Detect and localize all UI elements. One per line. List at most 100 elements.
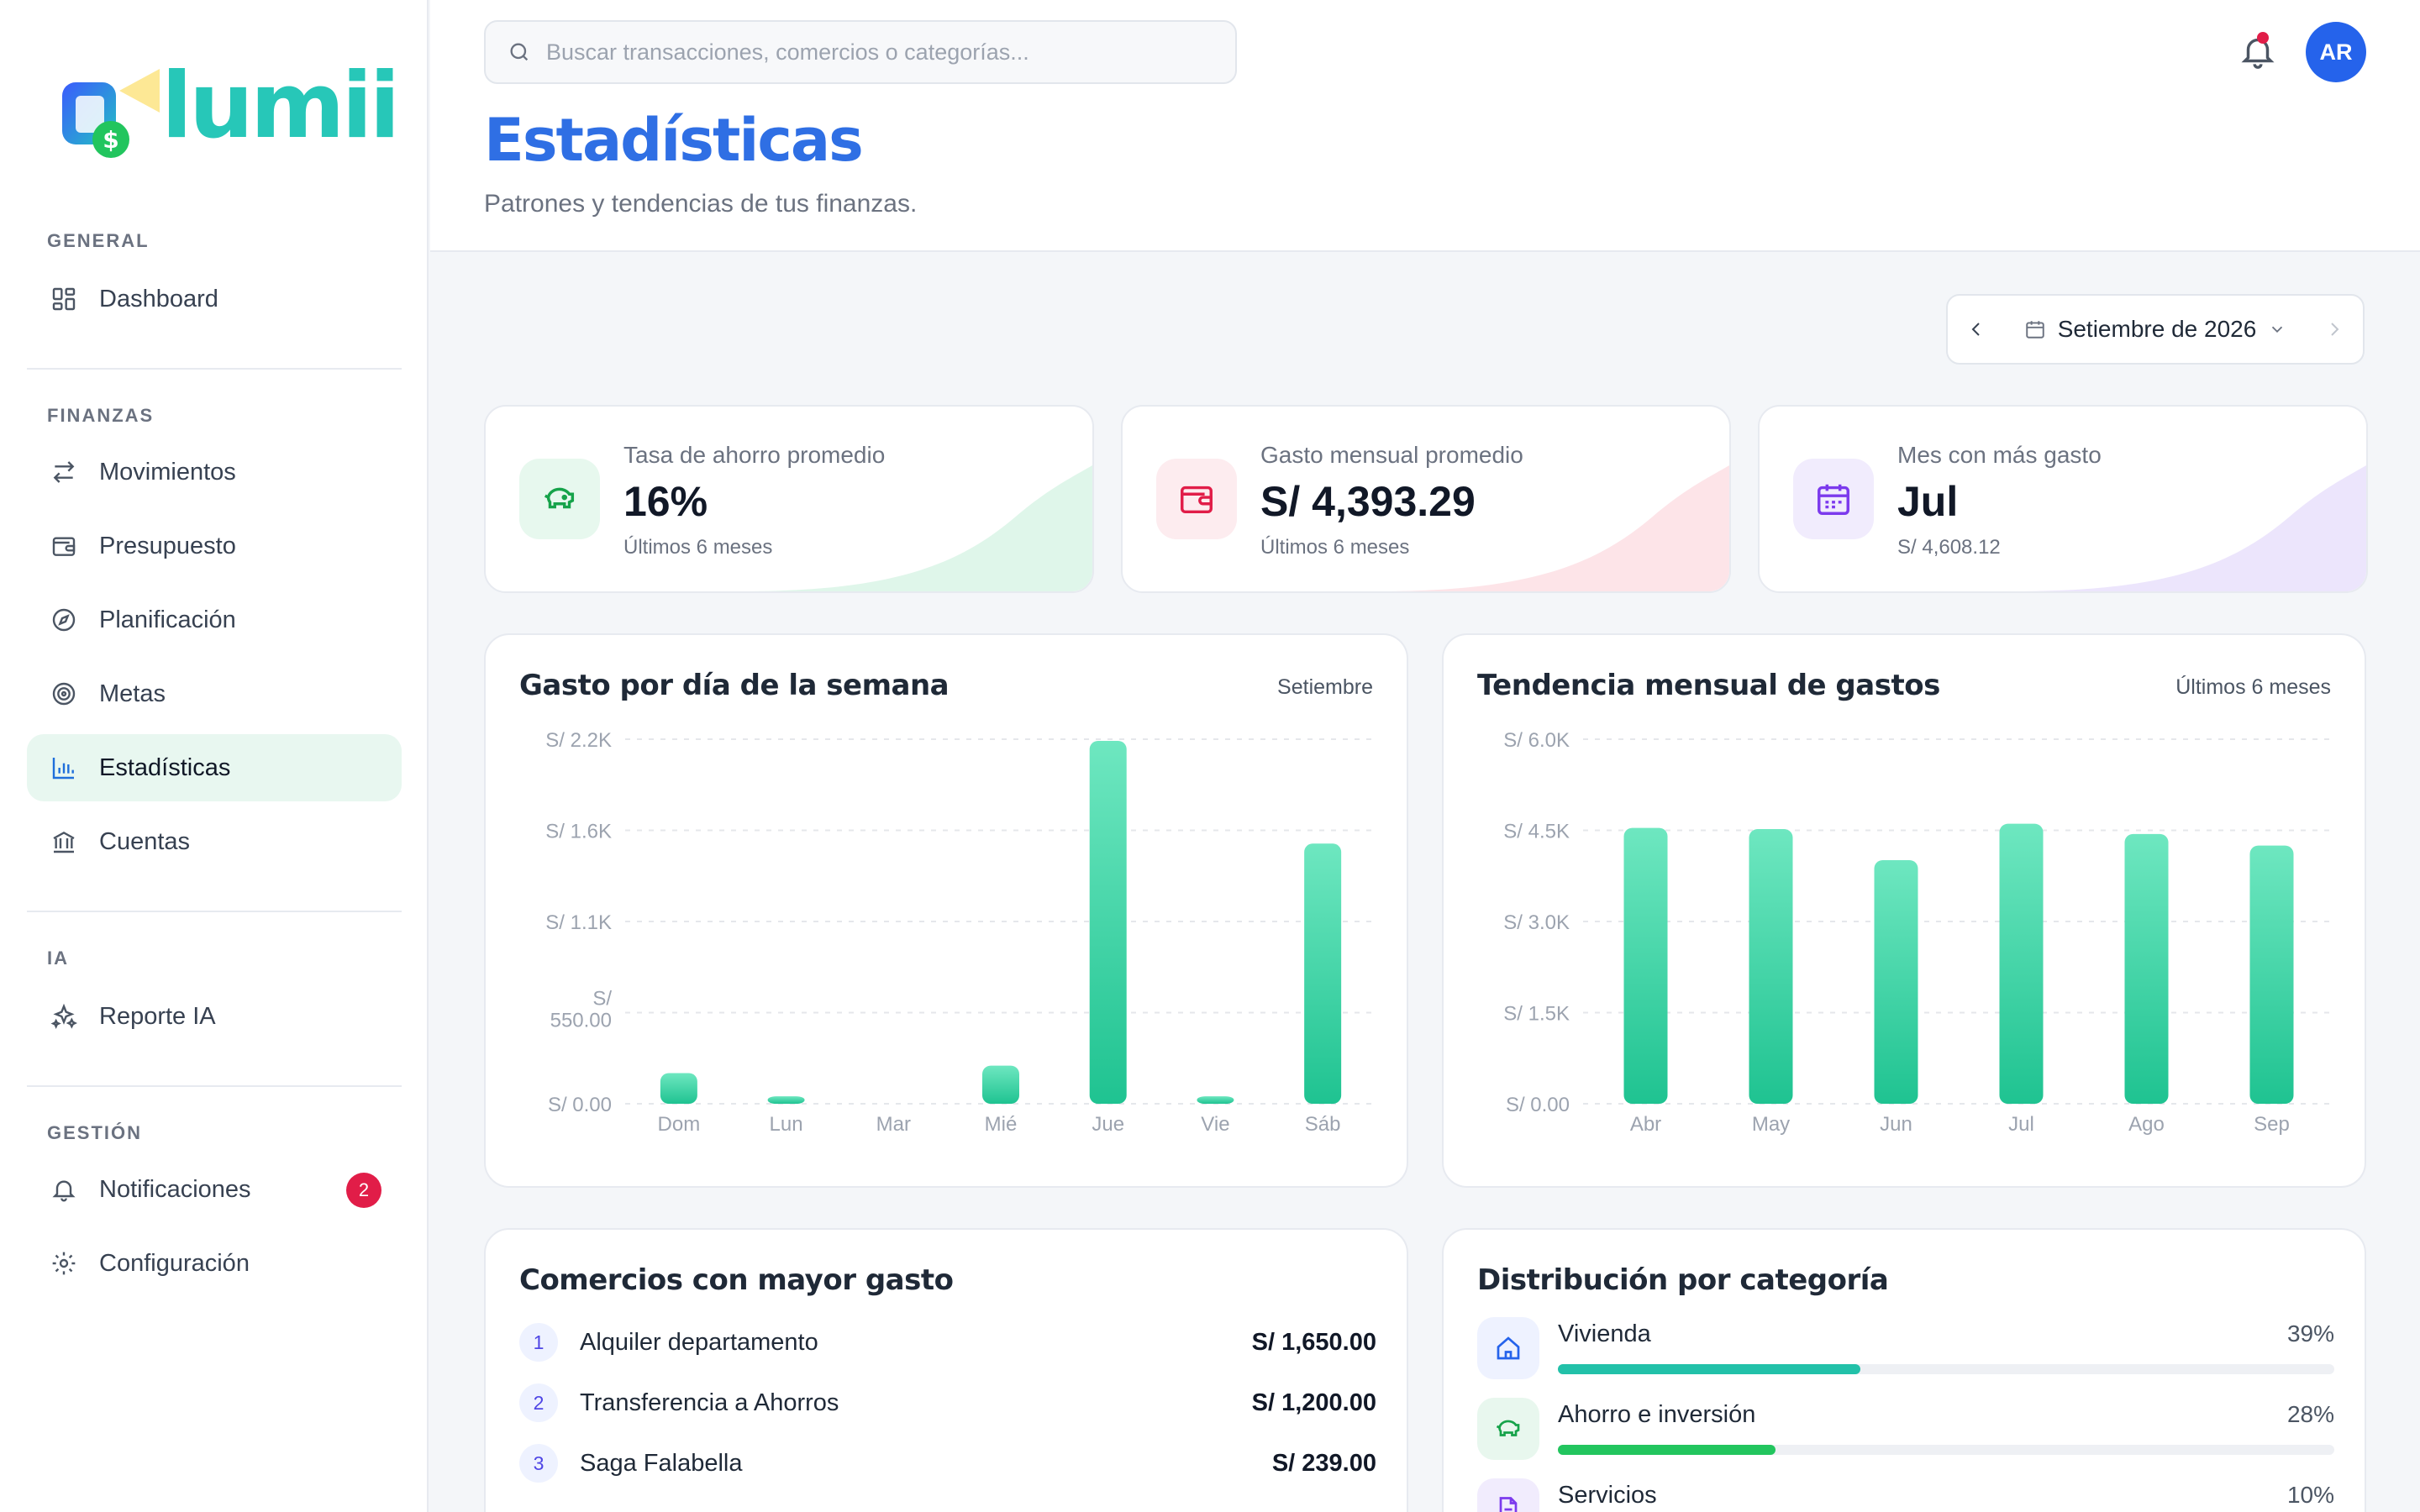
y-tick-label: S/ 6.0K (1503, 729, 1570, 752)
chevron-down-icon (2272, 326, 2283, 333)
decorative-wave (1376, 465, 1729, 591)
category-name: Servicios (1558, 1482, 1657, 1509)
sidebar-item-estadisticas[interactable]: Estadísticas (27, 734, 402, 801)
sidebar-item-dashboard[interactable]: Dashboard (27, 265, 402, 333)
category-icon-container (1477, 1398, 1539, 1460)
chart-title: Tendencia mensual de gastos (1477, 669, 1940, 702)
bar-chart-icon (49, 753, 79, 783)
card-title: Comercios con mayor gasto (519, 1263, 954, 1297)
category-progress-track (1558, 1445, 2334, 1455)
chart-title: Gasto por día de la semana (519, 669, 950, 702)
category-percent: 39% (2286, 1320, 2334, 1347)
calendar-icon (1818, 484, 1849, 515)
x-tick-label: Sep (2254, 1113, 2290, 1136)
document-icon (1499, 1497, 1518, 1512)
sidebar-item-notificaciones[interactable]: Notificaciones 2 (27, 1156, 402, 1223)
x-tick-label: Vie (1201, 1113, 1229, 1136)
sidebar-item-label: Planificación (99, 606, 236, 633)
sidebar-item-metas[interactable]: Metas (27, 660, 402, 727)
category-icon-container (1477, 1478, 1539, 1512)
chart-period: Últimos 6 meses (2175, 675, 2331, 699)
category-progress-track (1558, 1364, 2334, 1374)
stat-card-top-spend-month: Mes con más gasto Jul S/ 4,608.12 (1758, 405, 2368, 593)
bar-dom[interactable] (660, 1073, 697, 1104)
category-row[interactable]: Servicios 10% (1477, 1478, 2334, 1512)
x-tick-label: Jun (1880, 1113, 1912, 1136)
target-icon (49, 679, 79, 709)
category-percent: 10% (2286, 1482, 2334, 1508)
nav-section-gestion: GESTIÓN (47, 1122, 143, 1143)
stat-label: Tasa de ahorro promedio (623, 442, 886, 468)
merchant-rank: 2 (519, 1383, 558, 1422)
sidebar-item-presupuesto[interactable]: Presupuesto (27, 512, 402, 580)
y-tick-label: S/ 1.5K (1503, 1003, 1570, 1026)
sidebar-item-configuracion[interactable]: Configuración (27, 1230, 402, 1297)
category-row[interactable]: Vivienda 39% (1477, 1317, 2334, 1384)
lumii-logo[interactable]: $ lumii (60, 49, 400, 166)
bar-abr[interactable] (1623, 827, 1668, 1104)
chevron-left-icon (1971, 323, 1980, 336)
bar-may[interactable] (1749, 829, 1793, 1104)
search-box[interactable] (484, 20, 1237, 84)
sidebar-item-label: Movimientos (99, 458, 236, 486)
stat-icon-container (519, 459, 600, 539)
merchant-name: Saga Falabella (580, 1449, 743, 1477)
sparkles-icon (49, 1001, 79, 1032)
chevron-right-icon (2331, 323, 2339, 336)
x-tick-label: Dom (658, 1113, 701, 1136)
merchant-rank: 3 (519, 1444, 558, 1483)
sidebar-item-planificacion[interactable]: Planificación (27, 586, 402, 654)
bar-sáb[interactable] (1304, 843, 1342, 1104)
gear-icon (49, 1248, 79, 1278)
y-tick-label: S/ 0.00 (548, 1094, 612, 1116)
stat-card-savings-rate: Tasa de ahorro promedio 16% Últimos 6 me… (484, 405, 1094, 593)
nav-divider (27, 368, 402, 370)
x-tick-label: May (1752, 1113, 1790, 1136)
merchant-row[interactable]: 3 Saga Falabella S/ 239.00 (519, 1440, 1376, 1487)
weekday-spend-card: Gasto por día de la semana Setiembre S/ … (484, 633, 1408, 1188)
month-select[interactable]: Setiembre de 2026 (2005, 316, 2306, 343)
weekday-bar-chart: S/ 0.00 S/550.00 S/ 1.1K S/ 1.6K S/ 2.2K Dom L… (545, 729, 1376, 1136)
bar-mié[interactable] (982, 1065, 1019, 1104)
bar-jun[interactable] (1874, 859, 1918, 1104)
merchant-name: Transferencia a Ahorros (580, 1389, 839, 1416)
next-month-button[interactable] (2306, 296, 2363, 363)
x-tick-label: Lun (770, 1113, 803, 1136)
merchant-row[interactable]: 2 Transferencia a Ahorros S/ 1,200.00 (519, 1379, 1376, 1426)
bar-sep[interactable] (2249, 845, 2294, 1104)
sidebar-item-movimientos[interactable]: Movimientos (27, 438, 402, 506)
merchant-row[interactable]: 1 Alquiler departamento S/ 1,650.00 (519, 1319, 1376, 1366)
bank-icon (49, 827, 79, 857)
y-tick-label: S/ 1.1K (545, 911, 612, 934)
sidebar-item-label: Estadísticas (99, 753, 231, 781)
y-tick-label: S/ 2.2K (545, 729, 612, 752)
bar-vie[interactable] (1197, 1096, 1234, 1104)
sidebar-item-label: Dashboard (99, 285, 218, 312)
bar-ago[interactable] (2124, 833, 2169, 1104)
category-name: Vivienda (1558, 1320, 1651, 1347)
bar-jul[interactable] (1999, 823, 2044, 1104)
calendar-icon (2025, 321, 2044, 339)
search-input[interactable] (546, 39, 1218, 66)
stat-value: Jul (1897, 478, 1959, 525)
sidebar-item-label: Reporte IA (99, 1002, 216, 1030)
stat-value: 16% (623, 478, 708, 525)
sidebar-item-cuentas[interactable]: Cuentas (27, 808, 402, 875)
x-tick-label: Mar (876, 1113, 911, 1136)
sidebar-item-label: Notificaciones (99, 1175, 251, 1203)
sidebar-item-reporte-ia[interactable]: Reporte IA (27, 983, 402, 1050)
avatar[interactable]: AR (2306, 22, 2366, 82)
stat-icon-container (1156, 459, 1237, 539)
bar-jue[interactable] (1089, 740, 1127, 1104)
stat-label: Mes con más gasto (1897, 442, 2102, 468)
chart-period: Setiembre (1277, 675, 1373, 699)
bar-lun[interactable] (767, 1096, 805, 1104)
monthly-bar-chart: S/ 0.00 S/ 1.5K S/ 3.0K S/ 4.5K S/ 6.0K Abr Ma… (1503, 729, 2334, 1136)
merchant-amount: S/ 1,650.00 (1251, 1328, 1376, 1356)
category-row[interactable]: Ahorro e inversión 28% (1477, 1398, 2334, 1465)
y-tick-label: S/ 4.5K (1503, 821, 1570, 843)
stat-note: Últimos 6 meses (1260, 536, 1410, 559)
month-label: Setiembre de 2026 (2057, 316, 2257, 342)
sidebar-item-label: Metas (99, 680, 166, 707)
previous-month-button[interactable] (1948, 296, 2005, 363)
